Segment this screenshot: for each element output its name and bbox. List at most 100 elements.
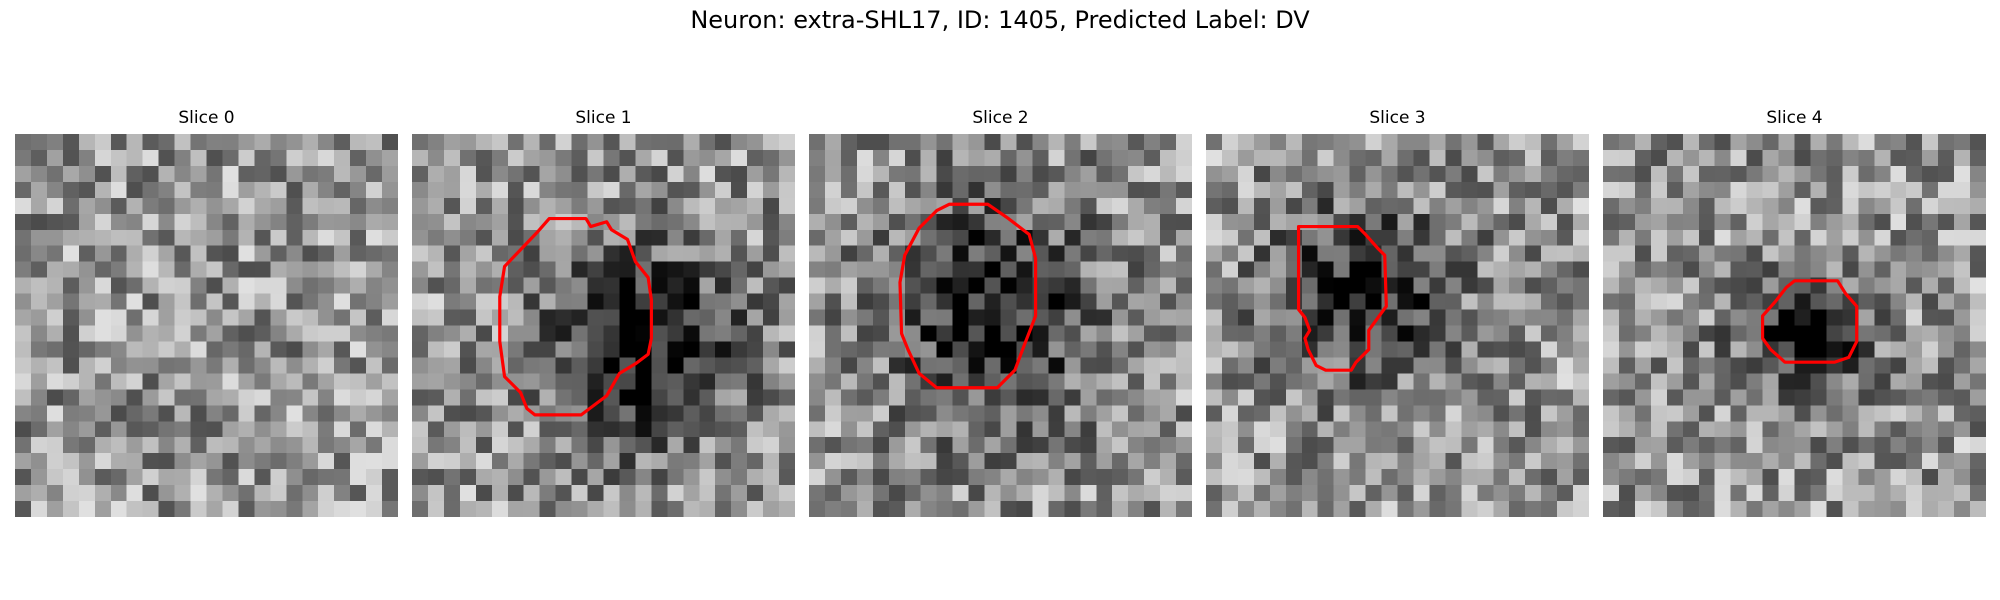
image-pixel [1698,213,1716,231]
image-pixel [952,165,970,183]
image-pixel [872,181,890,199]
image-pixel [1176,453,1192,470]
image-pixel [318,421,335,438]
image-pixel [1381,213,1398,231]
image-pixel [1096,181,1113,199]
image-pixel [1603,357,1620,374]
image-pixel [920,325,938,342]
image-pixel [1160,261,1177,279]
image-pixel [936,165,954,183]
image-pixel [779,357,795,374]
image-pixel [318,501,335,517]
image-pixel [443,501,461,517]
image-pixel [984,421,1001,438]
image-pixel [1842,405,1859,422]
image-pixel [1762,293,1780,311]
image-pixel [475,309,493,326]
image-pixel [1509,325,1526,342]
image-pixel [46,181,64,199]
image-pixel [110,325,128,342]
image-pixel [968,469,986,486]
image-pixel [1301,389,1319,406]
image-pixel [952,229,970,247]
image-pixel [763,453,780,470]
image-pixel [142,341,160,358]
image-pixel [1714,149,1732,167]
image-pixel [350,213,367,231]
image-pixel [507,277,525,295]
image-pixel [334,229,351,247]
image-pixel [1794,325,1811,342]
image-pixel [1429,357,1446,374]
image-pixel [1557,357,1574,374]
image-pixel [872,277,890,295]
image-pixel [1237,245,1255,263]
image-pixel [603,293,620,311]
image-pixel [1445,325,1462,342]
image-pixel [126,341,144,358]
image-pixel [475,341,493,358]
image-pixel [1160,437,1177,454]
image-pixel [1603,501,1620,517]
image-pixel [126,309,144,326]
image-pixel [699,229,716,247]
image-pixel [1682,293,1700,311]
image-pixel [984,437,1001,454]
image-pixel [1016,469,1033,486]
image-pixel [824,469,842,486]
image-pixel [126,229,144,247]
image-pixel [1112,421,1129,438]
image-pixel [667,373,684,390]
image-pixel [1221,245,1239,263]
image-pixel [190,213,207,231]
image-pixel [587,485,604,502]
image-pixel [1573,261,1589,279]
image-pixel [1269,469,1287,486]
image-pixel [635,357,652,374]
image-pixel [427,469,445,486]
image-pixel [840,501,858,517]
image-pixel [968,293,986,311]
image-pixel [1160,501,1177,517]
image-pixel [1285,405,1303,422]
image-pixel [1746,421,1764,438]
image-pixel [1557,389,1574,406]
image-pixel [731,213,748,231]
image-pixel [1634,197,1652,215]
image-pixel [1317,405,1335,422]
image-pixel [1048,149,1065,167]
image-pixel [270,389,287,406]
image-pixel [523,213,541,231]
image-pixel [1253,469,1271,486]
image-pixel [1317,197,1335,215]
image-pixel [1397,501,1414,517]
image-pixel [78,165,96,183]
image-pixel [856,293,874,311]
image-pixel [667,389,684,406]
image-pixel [1032,229,1049,247]
image-pixel [904,389,922,406]
image-pixel [62,341,80,358]
image-pixel [475,501,493,517]
image-pixel [635,181,652,199]
image-pixel [318,341,335,358]
image-pixel [350,181,367,199]
image-pixel [78,373,96,390]
image-pixel [1112,149,1129,167]
image-pixel [1413,245,1430,263]
image-pixel [1714,245,1732,263]
image-pixel [1206,357,1223,374]
image-pixel [747,437,764,454]
image-pixel [1826,229,1843,247]
image-pixel [888,341,906,358]
image-pixel [110,405,128,422]
image-pixel [1317,453,1335,470]
image-pixel [523,181,541,199]
image-pixel [1160,357,1177,374]
image-pixel [350,293,367,311]
image-pixel [635,134,652,151]
image-pixel [1906,213,1923,231]
image-pixel [809,325,826,342]
image-pixel [46,469,64,486]
image-pixel [1493,149,1510,167]
